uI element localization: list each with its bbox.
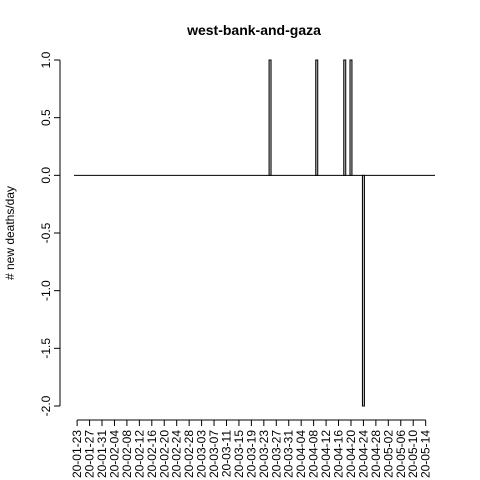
y-axis: -2.0 -1.5 -1.0 -0.5 0.0 0.5 1.0 [39,51,61,416]
x-tick-label: 20-04-08 [307,430,321,478]
x-tick-label: 20-03-23 [257,430,271,478]
y-tick-label: -1.5 [39,338,53,359]
x-tick-label: 20-04-28 [369,430,383,478]
y-tick-label: -0.5 [39,222,53,243]
x-tick-label: 20-03-11 [219,430,233,477]
x-tick-label: 20-05-14 [419,430,433,478]
x-tick-label: 20-04-20 [344,430,358,478]
x-tick-label: 20-01-27 [83,430,97,478]
x-tick-label: 20-02-24 [170,430,184,478]
x-tick-label: 20-02-12 [132,430,146,478]
bar-2020-04-18 [343,59,347,176]
y-axis-label: # new deaths/day [3,186,17,280]
x-tick-label: 20-04-24 [356,430,370,478]
x-tick-label: 20-03-27 [269,430,283,478]
x-tick-label: 20-04-16 [332,430,346,478]
x-tick-label: 20-03-07 [207,430,221,478]
x-tick-label: 20-02-08 [120,430,134,478]
bar-2020-04-24 [361,174,365,407]
x-tick-label: 20-01-31 [95,430,109,478]
chart-title: west-bank-and-gaza [186,22,321,38]
x-tick-label: 20-03-31 [282,430,296,478]
x-tick-label: 20-04-12 [319,430,333,478]
x-tick-label: 20-05-06 [394,430,408,478]
x-tick-label: 20-04-04 [294,430,308,478]
x-tick-label: 20-03-03 [195,430,209,478]
plot-area [74,59,435,407]
x-tick-label: 20-03-19 [244,430,258,478]
bar-2020-03-25 [268,59,272,176]
y-tick-label: 0.0 [39,167,53,184]
x-tick-label: 20-05-10 [406,430,420,478]
y-tick-label: 1.0 [39,51,53,68]
x-tick-label: 20-05-02 [381,430,395,478]
y-tick-label: 0.5 [39,109,53,126]
x-tick-label: 20-02-28 [182,430,196,478]
x-axis: 20-01-2320-01-2720-01-3120-02-0420-02-08… [70,419,433,478]
y-tick-label: -1.0 [39,280,53,301]
x-tick-label: 20-03-15 [232,430,246,478]
y-tick-label: -2.0 [39,395,53,416]
bar-2020-04-20 [349,59,353,176]
bar-2020-04-09 [315,59,319,176]
x-tick-label: 20-01-23 [70,430,84,478]
x-tick-label: 20-02-20 [157,430,171,478]
x-tick-label: 20-02-04 [107,430,121,478]
x-tick-label: 20-02-16 [145,430,159,478]
